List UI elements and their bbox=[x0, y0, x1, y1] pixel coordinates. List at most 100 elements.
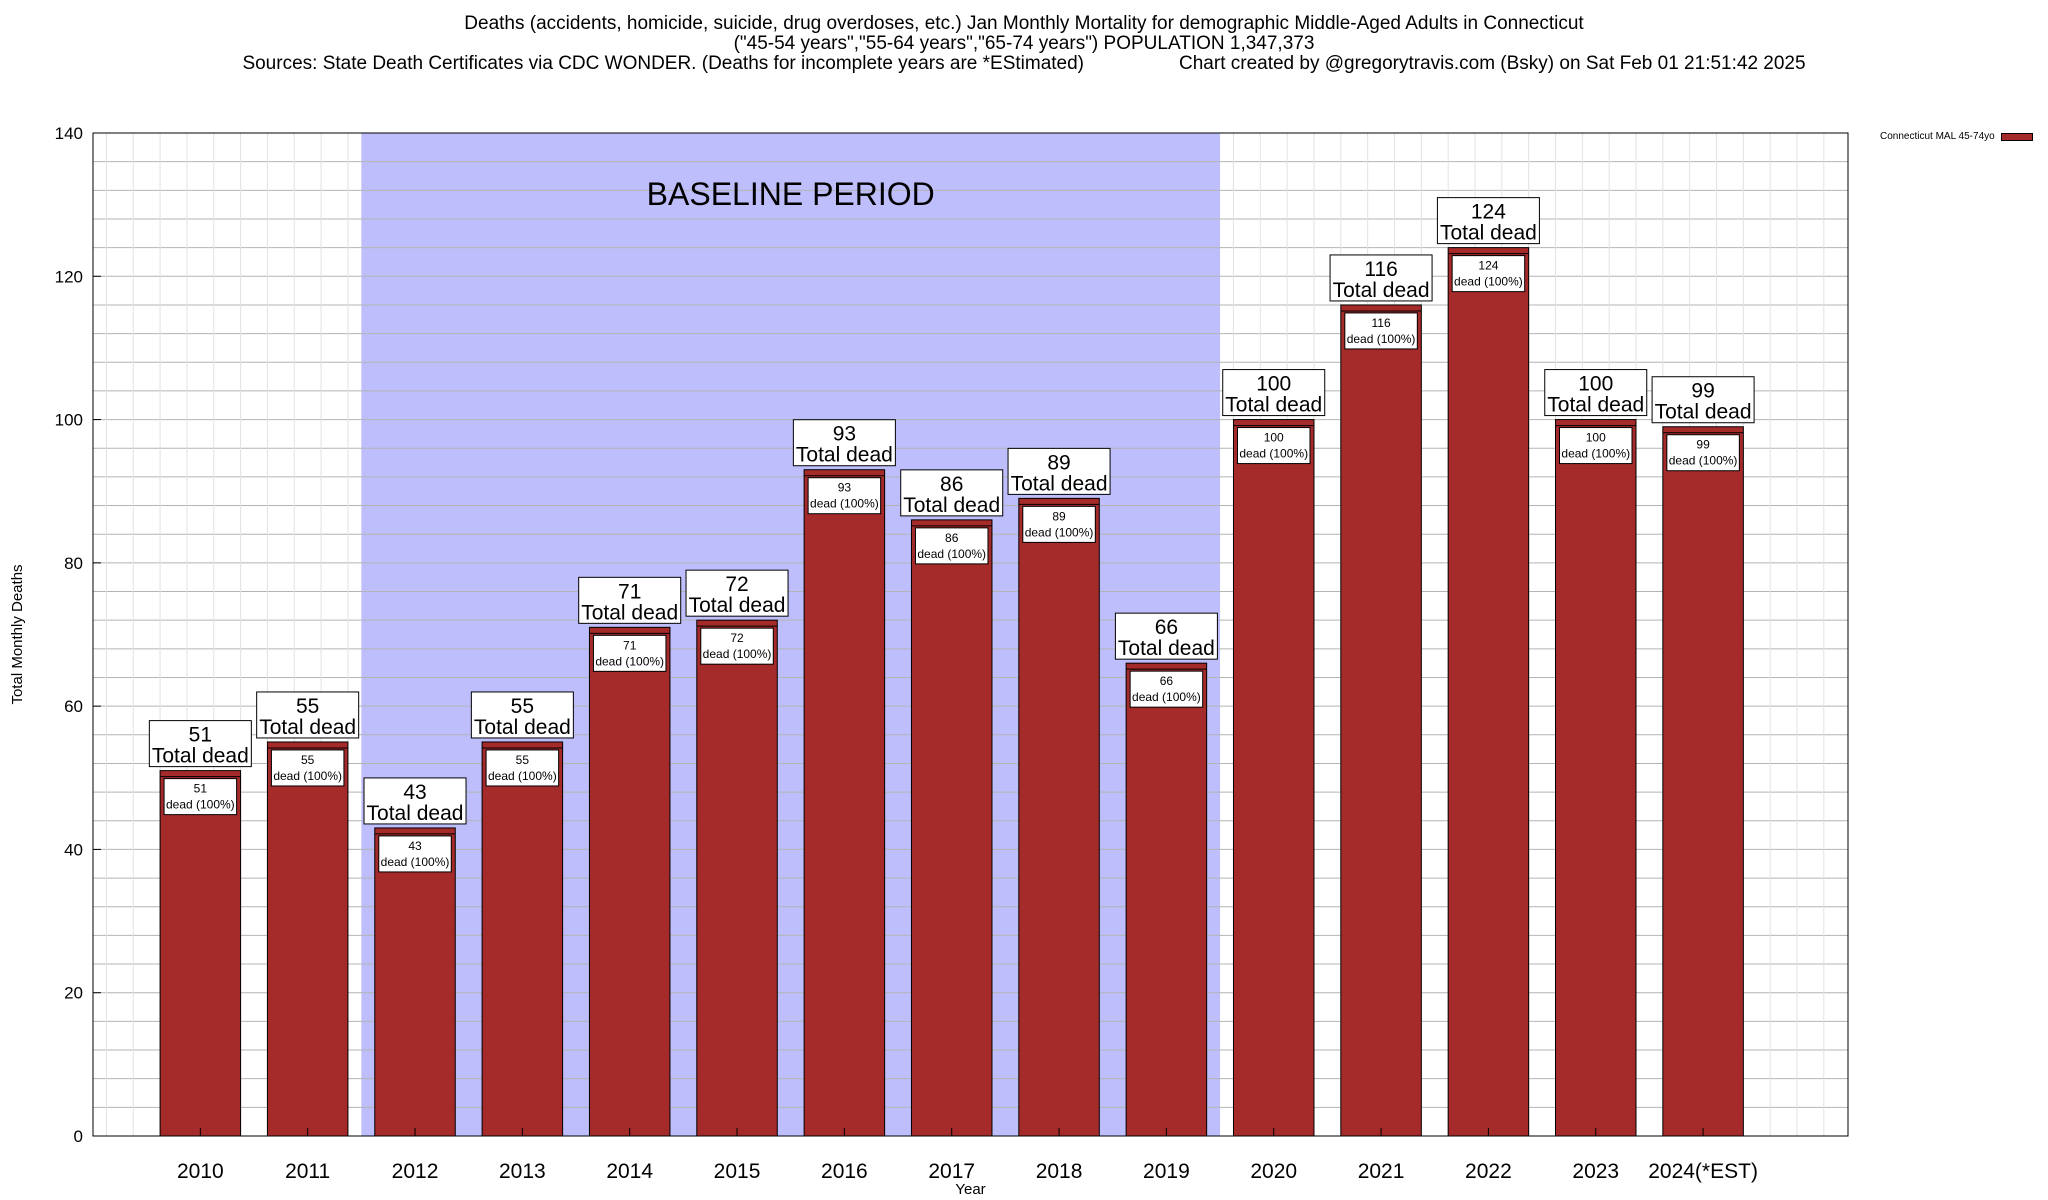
plot-frame bbox=[92, 132, 1849, 1137]
bar-inner-value-label: 51 bbox=[194, 782, 208, 796]
bar-inner-value-label: 86 bbox=[945, 531, 959, 545]
bar-inner-value-label: 71 bbox=[623, 638, 637, 652]
bar-total-label-box bbox=[578, 576, 682, 624]
bar-total-text-label: Total dead bbox=[474, 716, 571, 739]
x-tick-label: 2010 bbox=[177, 1160, 224, 1183]
legend: Connecticut MAL 45-74yo bbox=[1880, 131, 2033, 142]
bar-inner-value-label: 43 bbox=[408, 839, 422, 853]
x-tick-label: 2011 bbox=[285, 1160, 330, 1183]
credit-text: Chart created by @gregorytravis.com (Bsk… bbox=[1179, 53, 1806, 74]
bar-inner-percent-label: dead (100%) bbox=[1347, 332, 1416, 346]
bar-inner-label-box bbox=[163, 778, 238, 816]
bar-inner-label-box bbox=[700, 627, 774, 665]
bar-total-text-label: Total dead bbox=[1547, 394, 1644, 417]
bar-total-text-label: Total dead bbox=[903, 494, 1000, 517]
x-tick-label: 2023 bbox=[1572, 1160, 1619, 1183]
bar-total-label-box bbox=[1007, 447, 1111, 495]
chart-title-block: Deaths (accidents, homicide, suicide, dr… bbox=[0, 14, 2048, 74]
bar-total-text-label: Total dead bbox=[1118, 637, 1215, 660]
bar-inner-label-box bbox=[807, 477, 882, 515]
bar-total-text-label: Total dead bbox=[367, 802, 464, 825]
y-tick-label: 140 bbox=[55, 124, 83, 143]
bar-total-label-box bbox=[1329, 254, 1433, 302]
x-tick-label: 2020 bbox=[1250, 1160, 1297, 1183]
bar-inner-percent-label: dead (100%) bbox=[1132, 690, 1201, 704]
y-tick-label: 40 bbox=[64, 840, 83, 859]
legend-swatch bbox=[2000, 132, 2033, 141]
x-tick-label: 2016 bbox=[821, 1160, 868, 1183]
bar-total-text-label: Total dead bbox=[1333, 279, 1430, 302]
baseline-label: BASELINE PERIOD bbox=[647, 176, 935, 212]
bar-inner-value-label: 100 bbox=[1264, 431, 1284, 445]
x-tick-label: 2012 bbox=[392, 1160, 439, 1183]
bar-total-value-label: 55 bbox=[296, 695, 319, 718]
bar-total-value-label: 100 bbox=[1578, 373, 1613, 396]
bar-inner-label-box bbox=[914, 527, 989, 565]
bar-total-label-box bbox=[470, 691, 574, 739]
bar-total-text-label: Total dead bbox=[689, 594, 786, 617]
bar bbox=[588, 626, 671, 1137]
bar-total-label-box bbox=[1114, 612, 1218, 660]
bar-inner-percent-label: dead (100%) bbox=[1025, 525, 1094, 539]
bar-total-value-label: 100 bbox=[1256, 373, 1291, 396]
bar-total-value-label: 124 bbox=[1471, 201, 1506, 224]
bar-inner-value-label: 100 bbox=[1586, 431, 1606, 445]
bar-inner-percent-label: dead (100%) bbox=[166, 798, 235, 812]
y-tick-label: 80 bbox=[64, 554, 83, 573]
bar bbox=[159, 770, 242, 1137]
chart-title: Deaths (accidents, homicide, suicide, dr… bbox=[464, 13, 1584, 34]
bar bbox=[1340, 304, 1422, 1137]
x-tick-label: 2019 bbox=[1143, 1160, 1190, 1183]
bar-inner-percent-label: dead (100%) bbox=[273, 769, 342, 783]
bar-inner-value-label: 99 bbox=[1696, 438, 1710, 452]
bar-inner-percent-label: dead (100%) bbox=[381, 855, 450, 869]
bar-inner-label-box bbox=[485, 749, 560, 787]
bar-inner-percent-label: dead (100%) bbox=[1239, 447, 1308, 461]
bar bbox=[1447, 247, 1530, 1137]
bar-inner-label-box bbox=[270, 749, 345, 787]
bar-total-label-box bbox=[1222, 369, 1326, 417]
bar-inner-value-label: 55 bbox=[301, 753, 315, 767]
bar-total-value-label: 55 bbox=[511, 695, 534, 718]
x-tick-label: 2015 bbox=[714, 1160, 761, 1183]
bar-inner-label-box bbox=[1236, 427, 1311, 465]
bar-total-value-label: 86 bbox=[940, 473, 963, 496]
bar-inner-value-label: 124 bbox=[1478, 259, 1498, 273]
bar-total-value-label: 99 bbox=[1691, 380, 1714, 403]
y-tick-label: 20 bbox=[64, 984, 83, 1003]
bar-inner-percent-label: dead (100%) bbox=[810, 497, 879, 511]
bar-inner-label-box bbox=[592, 634, 667, 672]
bar-inner-percent-label: dead (100%) bbox=[917, 547, 986, 561]
legend-label: Connecticut MAL 45-74yo bbox=[1880, 131, 1995, 142]
y-tick-label: 100 bbox=[55, 411, 83, 430]
bar-total-text-label: Total dead bbox=[1225, 394, 1322, 417]
bar-inner-percent-label: dead (100%) bbox=[1669, 454, 1738, 468]
y-tick-label: 60 bbox=[64, 697, 83, 716]
bar-total-label-box bbox=[792, 419, 896, 467]
bar-total-label-box bbox=[685, 569, 789, 617]
x-tick-label: 2022 bbox=[1465, 1160, 1512, 1183]
y-axis-label: Total Monthly Deaths bbox=[9, 564, 26, 704]
bar-total-value-label: 66 bbox=[1155, 616, 1178, 639]
bar-total-label-box bbox=[363, 777, 467, 825]
bar-inner-value-label: 93 bbox=[838, 481, 852, 495]
bar-inner-label-box bbox=[1344, 312, 1418, 350]
x-tick-label: 2014 bbox=[606, 1160, 653, 1183]
bar-inner-value-label: 55 bbox=[516, 753, 530, 767]
chart-sources-line: Sources: State Death Certificates via CD… bbox=[0, 54, 2048, 74]
bar-total-value-label: 89 bbox=[1047, 451, 1070, 474]
bar bbox=[803, 469, 886, 1137]
bar-inner-percent-label: dead (100%) bbox=[703, 647, 772, 661]
bar-total-label-box bbox=[1436, 197, 1540, 245]
bar-inner-value-label: 66 bbox=[1160, 674, 1174, 688]
bar bbox=[1232, 419, 1315, 1137]
bar bbox=[1018, 497, 1100, 1137]
bar-total-label-box bbox=[1651, 376, 1755, 424]
bar-total-value-label: 72 bbox=[725, 573, 748, 596]
x-axis-label: Year bbox=[955, 1181, 985, 1198]
bar-total-text-label: Total dead bbox=[796, 444, 893, 467]
x-tick-label: 2017 bbox=[928, 1160, 975, 1183]
bar-inner-percent-label: dead (100%) bbox=[1561, 447, 1630, 461]
bar-total-text-label: Total dead bbox=[259, 716, 356, 739]
